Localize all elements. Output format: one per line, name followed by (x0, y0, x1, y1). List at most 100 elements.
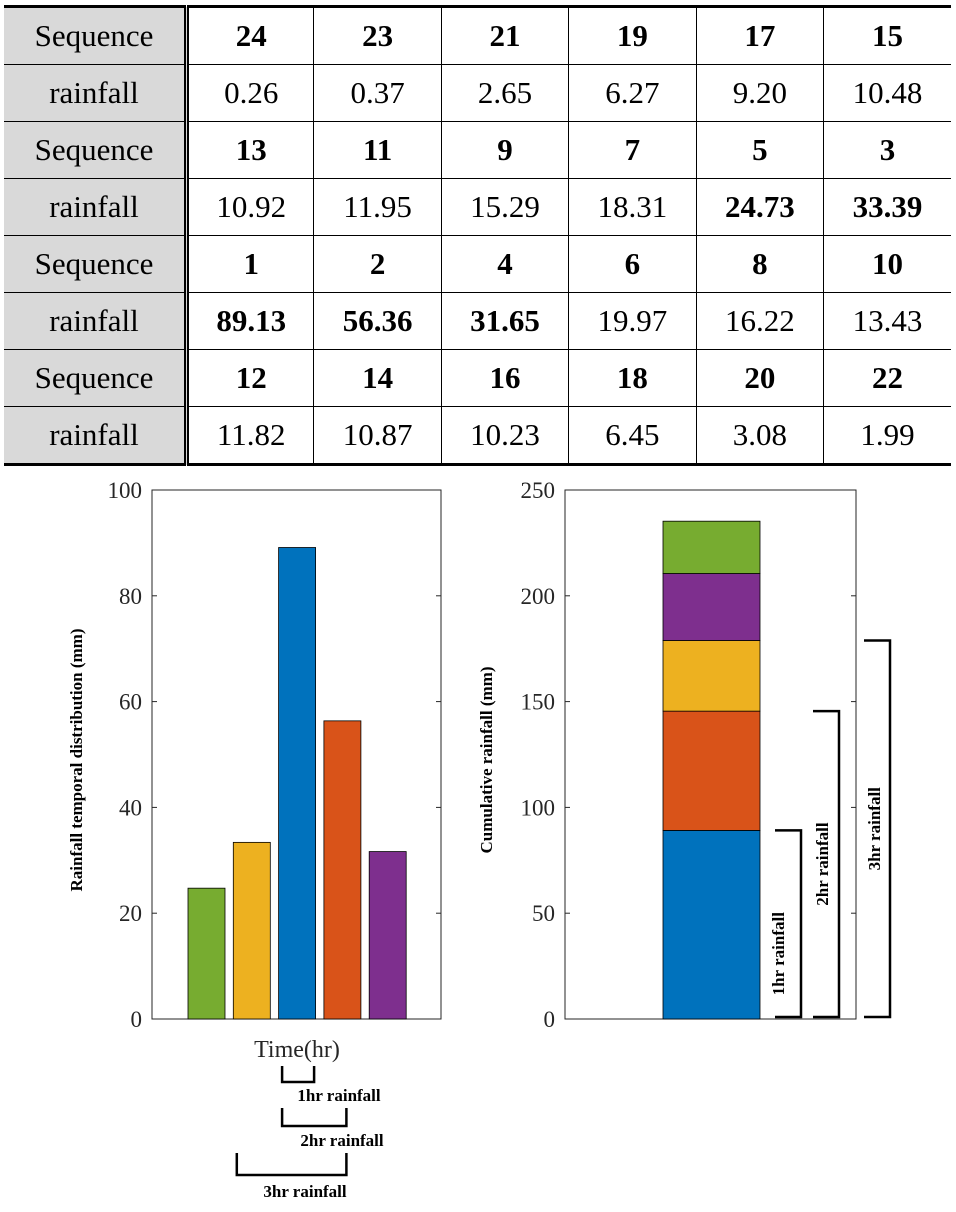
table-cell: 10 (823, 235, 951, 293)
table-cell: 11 (313, 121, 442, 179)
y-tick-label: 0 (131, 1007, 143, 1032)
y-tick-label: 20 (119, 901, 142, 926)
annotation-2hr: 2hr rainfall (813, 822, 832, 906)
row-header: Sequence (4, 235, 189, 293)
table-row: rainfall 10.92 11.95 15.29 18.31 24.73 33.39 (4, 178, 951, 236)
table-cell: 3.08 (695, 406, 824, 465)
y-axis-label: Rainfall temporal distribution (mm) (67, 628, 86, 891)
table-cell: 89.13 (186, 292, 314, 350)
table-cell: 14 (313, 349, 442, 407)
table-cell: 1.99 (823, 406, 951, 465)
table-cell: 12 (186, 349, 314, 407)
stack-segment-5 (662, 520, 761, 574)
row-header: rainfall (4, 406, 189, 465)
table-cell: 10.92 (186, 178, 314, 236)
stack-segment-4 (662, 573, 761, 641)
table-cell: 10.23 (440, 406, 569, 465)
table-cell: 9.20 (695, 64, 824, 122)
table-cell: 23 (313, 6, 442, 65)
bar-4 (323, 720, 362, 1020)
table-row: Sequence 1 2 4 6 8 10 (4, 235, 951, 293)
y-tick-label: 100 (108, 478, 143, 503)
bracket-1hr (280, 1066, 316, 1084)
table-row: rainfall 11.82 10.87 10.23 6.45 3.08 1.99 (4, 406, 951, 465)
table-cell: 1 (186, 235, 314, 293)
table-row: rainfall 89.13 56.36 31.65 19.97 16.22 13.43 (4, 292, 951, 350)
annotation-2hr: 2hr rainfall (300, 1131, 384, 1150)
table-row: Sequence 12 14 16 18 20 22 (4, 349, 951, 407)
bar-3 (278, 547, 317, 1020)
y-tick-label: 0 (544, 1007, 556, 1032)
table-cell: 6.45 (568, 406, 697, 465)
table-cell: 6 (568, 235, 697, 293)
table-cell: 0.37 (313, 64, 442, 122)
table-row: Sequence 13 11 9 7 5 3 (4, 121, 951, 179)
x-axis-label: Time(hr) (254, 1037, 340, 1063)
stack-segment-1 (662, 830, 761, 1020)
annotation-1hr: 1hr rainfall (297, 1086, 381, 1105)
y-tick-label: 100 (521, 795, 556, 820)
table-row: rainfall 0.26 0.37 2.65 6.27 9.20 10.48 (4, 64, 951, 122)
rainfall-sequence-table: Sequence 24 23 21 19 17 15 rainfall 0.26 0.37 2.65… (4, 5, 951, 466)
table-cell: 11.82 (186, 406, 314, 465)
bar-1 (187, 887, 226, 1020)
table-cell: 20 (695, 349, 824, 407)
annotation-1hr: 1hr rainfall (769, 912, 788, 996)
row-header: rainfall (4, 64, 189, 122)
y-tick-label: 60 (119, 690, 142, 715)
table-cell: 4 (440, 235, 569, 293)
table-cell: 15.29 (440, 178, 569, 236)
table-cell: 2.65 (440, 64, 569, 122)
y-tick-label: 250 (521, 478, 556, 503)
y-tick-label: 50 (532, 901, 555, 926)
table-cell: 19 (568, 6, 697, 65)
table-cell: 2 (313, 235, 442, 293)
bracket-3hr (235, 1153, 348, 1177)
table-cell: 10.87 (313, 406, 442, 465)
table-cell: 9 (440, 121, 569, 179)
table-cell: 31.65 (440, 292, 569, 350)
y-tick-label: 40 (119, 795, 142, 820)
table-cell: 22 (823, 349, 951, 407)
bracket-3hr (864, 639, 892, 1019)
table-cell: 56.36 (313, 292, 442, 350)
y-tick-label: 150 (521, 690, 556, 715)
table-cell: 18 (568, 349, 697, 407)
y-tick-label: 80 (119, 584, 142, 609)
row-header: Sequence (4, 6, 189, 65)
row-header: Sequence (4, 349, 189, 407)
stack-segment-3 (662, 640, 761, 712)
table-cell: 0.26 (186, 64, 314, 122)
row-header: rainfall (4, 178, 189, 236)
table-cell: 24 (235, 18, 267, 53)
table-cell: 16.22 (695, 292, 824, 350)
y-tick-label: 200 (521, 584, 556, 609)
table-cell: 5 (695, 121, 824, 179)
stack-segment-2 (662, 710, 761, 831)
bar-2 (232, 841, 271, 1020)
bar-5 (368, 851, 407, 1020)
bracket-2hr (813, 709, 841, 1019)
table-cell: 13.43 (823, 292, 951, 350)
table-row: Sequence 24 23 21 19 17 15 (4, 6, 951, 65)
y-axis-label: Cumulative rainfall (mm) (477, 667, 496, 854)
table-cell: 13 (186, 121, 314, 179)
table-cell: 16 (440, 349, 569, 407)
table-cell: 3 (823, 121, 951, 179)
annotation-3hr: 3hr rainfall (263, 1182, 347, 1201)
table-cell: 15 (823, 6, 951, 65)
bracket-1hr (775, 829, 803, 1019)
table-cell: 7 (568, 121, 697, 179)
row-header: Sequence (4, 121, 189, 179)
table-cell: 6.27 (568, 64, 697, 122)
table-cell: 24.73 (695, 178, 824, 236)
charts-area: 0 20 40 60 80 100 Time(hr) Rainfall temporal di… (67, 478, 892, 1201)
annotation-3hr: 3hr rainfall (865, 787, 884, 871)
table-cell: 10.48 (823, 64, 951, 122)
table-cell: 18.31 (568, 178, 697, 236)
table-cell: 8 (695, 235, 824, 293)
table-cell: 11.95 (313, 178, 442, 236)
table-cell: 21 (440, 6, 569, 65)
table-cell: 33.39 (823, 178, 951, 236)
row-header: rainfall (4, 292, 189, 350)
